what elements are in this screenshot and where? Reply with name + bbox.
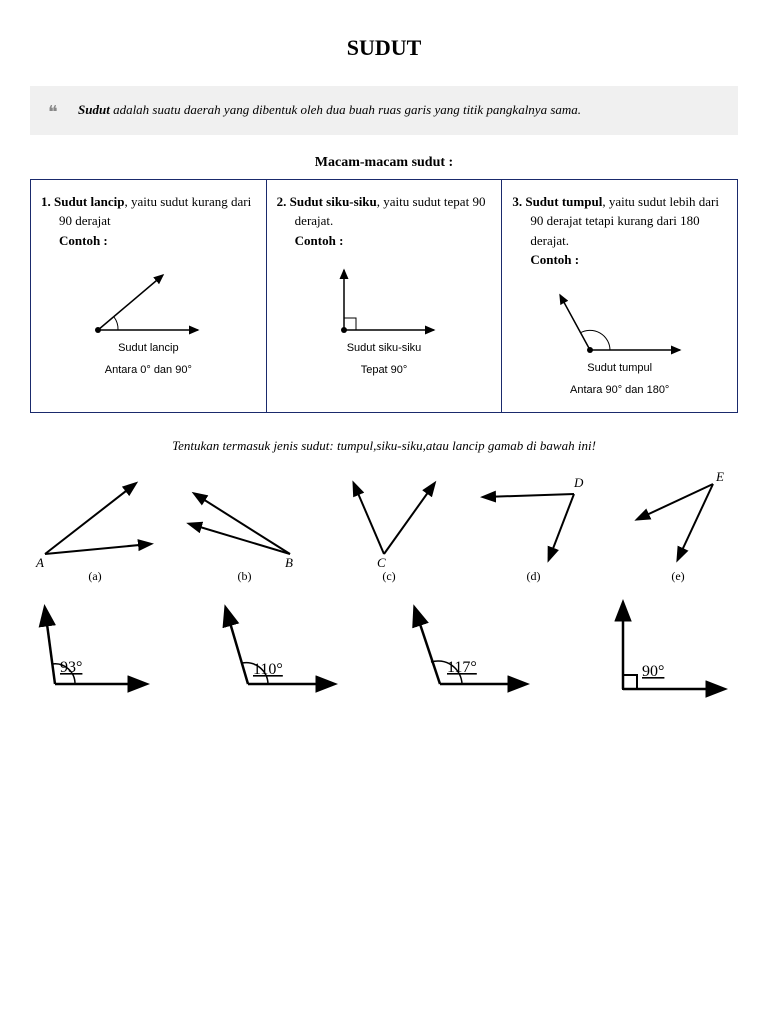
page-title: SUDUT bbox=[30, 35, 738, 61]
type-3-label: Sudut tumpul bbox=[512, 362, 727, 374]
ex-b: B (b) bbox=[185, 469, 305, 584]
ex-a: A (a) bbox=[30, 469, 160, 584]
svg-text:A: A bbox=[35, 555, 44, 569]
type-1-label: Sudut lancip bbox=[41, 342, 256, 354]
ex-117: 117° bbox=[405, 594, 540, 699]
svg-text:93°: 93° bbox=[60, 659, 82, 676]
right-angle-svg bbox=[314, 260, 454, 340]
svg-text:117°: 117° bbox=[447, 659, 477, 676]
exercise-prompt: Tentukan termasuk jenis sudut: tumpul,si… bbox=[30, 438, 738, 454]
ex-e: E (e) bbox=[618, 469, 738, 584]
obtuse-angle-svg bbox=[550, 280, 690, 360]
svg-text:B: B bbox=[285, 555, 293, 569]
svg-text:110°: 110° bbox=[253, 661, 283, 678]
definition-box: ❝ Sudut adalah suatu daerah yang dibentu… bbox=[30, 86, 738, 135]
exercise-row-1: A (a) B (b) C (c) D (d) bbox=[30, 469, 738, 584]
type-cell-3: 3. Sudut tumpul, yaitu sudut lebih dari … bbox=[502, 180, 737, 412]
ex-93: 93° bbox=[30, 594, 160, 699]
svg-text:C: C bbox=[377, 555, 386, 569]
ex-d: D (d) bbox=[474, 469, 594, 584]
type-3-desc: 3. Sudut tumpul, yaitu sudut lebih dari … bbox=[530, 192, 727, 270]
type-2-desc: 2. Sudut siku-siku, yaitu sudut tepat 90… bbox=[295, 192, 492, 251]
type-3-range: Antara 90° dan 180° bbox=[512, 384, 727, 396]
svg-text:D: D bbox=[573, 475, 584, 490]
type-1-desc: 1. Sudut lancip, yaitu sudut kurang dari… bbox=[59, 192, 256, 251]
quote-icon: ❝ bbox=[48, 98, 58, 127]
ex-110: 110° bbox=[218, 594, 348, 699]
type-1-diagram: Sudut lancip Antara 0° dan 90° bbox=[41, 260, 256, 376]
type-3-diagram: Sudut tumpul Antara 90° dan 180° bbox=[512, 280, 727, 396]
type-2-diagram: Sudut siku-siku Tepat 90° bbox=[277, 260, 492, 376]
exercise-row-2: 93° 110° 117° 90° bbox=[30, 594, 738, 699]
type-1-range: Antara 0° dan 90° bbox=[41, 364, 256, 376]
type-2-label: Sudut siku-siku bbox=[277, 342, 492, 354]
definition-bold: Sudut bbox=[78, 102, 110, 117]
types-grid: 1. Sudut lancip, yaitu sudut kurang dari… bbox=[30, 179, 738, 413]
ex-c: C (c) bbox=[329, 469, 449, 584]
type-cell-2: 2. Sudut siku-siku, yaitu sudut tepat 90… bbox=[267, 180, 503, 412]
svg-text:90°: 90° bbox=[642, 663, 664, 680]
svg-text:E: E bbox=[715, 469, 724, 484]
acute-angle-svg bbox=[78, 260, 218, 340]
definition-text: adalah suatu daerah yang dibentuk oleh d… bbox=[110, 102, 581, 117]
type-cell-1: 1. Sudut lancip, yaitu sudut kurang dari… bbox=[31, 180, 267, 412]
type-2-range: Tepat 90° bbox=[277, 364, 492, 376]
subtitle: Macam-macam sudut : bbox=[30, 155, 738, 171]
ex-90: 90° bbox=[598, 594, 738, 699]
